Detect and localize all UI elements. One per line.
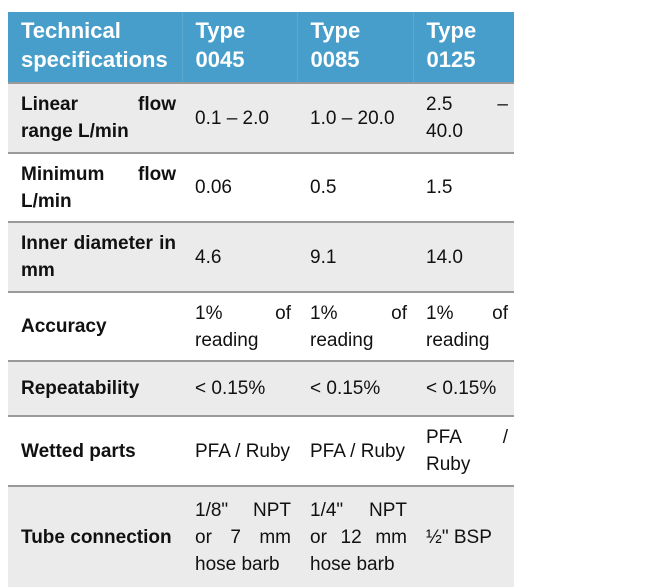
cell: 1% of reading — [182, 291, 297, 361]
cell: 14.0 — [413, 221, 514, 292]
cell: < 0.15% — [413, 360, 514, 416]
cell: 9.1 — [297, 221, 413, 292]
row-label: Wetted parts — [8, 415, 182, 486]
table-row: Accuracy 1% of reading 1% of reading 1% … — [8, 291, 514, 361]
cell: 0.5 — [297, 152, 413, 222]
cell: PFA / Ruby — [182, 415, 297, 486]
cell: 0.1 – 2.0 — [182, 82, 297, 153]
cell: 4.6 — [182, 221, 297, 292]
row-label: Linear flow range L/min — [8, 82, 182, 153]
cell: 1/8" NPT or 7 mm hose barb — [182, 485, 297, 587]
row-label: Repeatability — [8, 360, 182, 416]
table-row: Tube connection 1/8" NPT or 7 mm hose ba… — [8, 485, 514, 587]
cell: 1% of reading — [413, 291, 514, 361]
cell: 1.5 — [413, 152, 514, 222]
table-row: Inner diameter in mm 4.6 9.1 14.0 — [8, 221, 514, 292]
cell: < 0.15% — [182, 360, 297, 416]
technical-specifications-table: Technical specifications Type 0045 Type … — [8, 12, 514, 587]
cell: 1.0 – 20.0 — [297, 82, 413, 153]
cell: 1/4" NPT or 12 mm hose barb — [297, 485, 413, 587]
cell: ½" BSP — [413, 485, 514, 587]
row-label: Tube connection — [8, 485, 182, 587]
header-cell: Type 0045 — [181, 12, 297, 83]
cell: PFA / Ruby — [297, 415, 413, 486]
table-row: Minimum flow L/min 0.06 0.5 1.5 — [8, 152, 514, 222]
row-label: Minimum flow L/min — [8, 152, 182, 222]
header-row: Technical specifications Type 0045 Type … — [8, 12, 514, 83]
cell: 1% of reading — [297, 291, 413, 361]
cell: PFA / Ruby — [413, 415, 514, 486]
table-row: Repeatability < 0.15% < 0.15% < 0.15% — [8, 360, 514, 416]
table-row: Linear flow range L/min 0.1 – 2.0 1.0 – … — [8, 82, 514, 153]
row-label: Accuracy — [8, 291, 182, 361]
header-cell: Type 0085 — [296, 12, 413, 83]
table-row: Wetted parts PFA / Ruby PFA / Ruby PFA /… — [8, 415, 514, 486]
cell: < 0.15% — [297, 360, 413, 416]
header-cell: Technical specifications — [8, 12, 182, 83]
cell: 2.5 – 40.0 — [413, 82, 514, 153]
row-label: Inner diameter in mm — [8, 221, 182, 292]
cell: 0.06 — [182, 152, 297, 222]
header-cell: Type 0125 — [412, 12, 514, 83]
